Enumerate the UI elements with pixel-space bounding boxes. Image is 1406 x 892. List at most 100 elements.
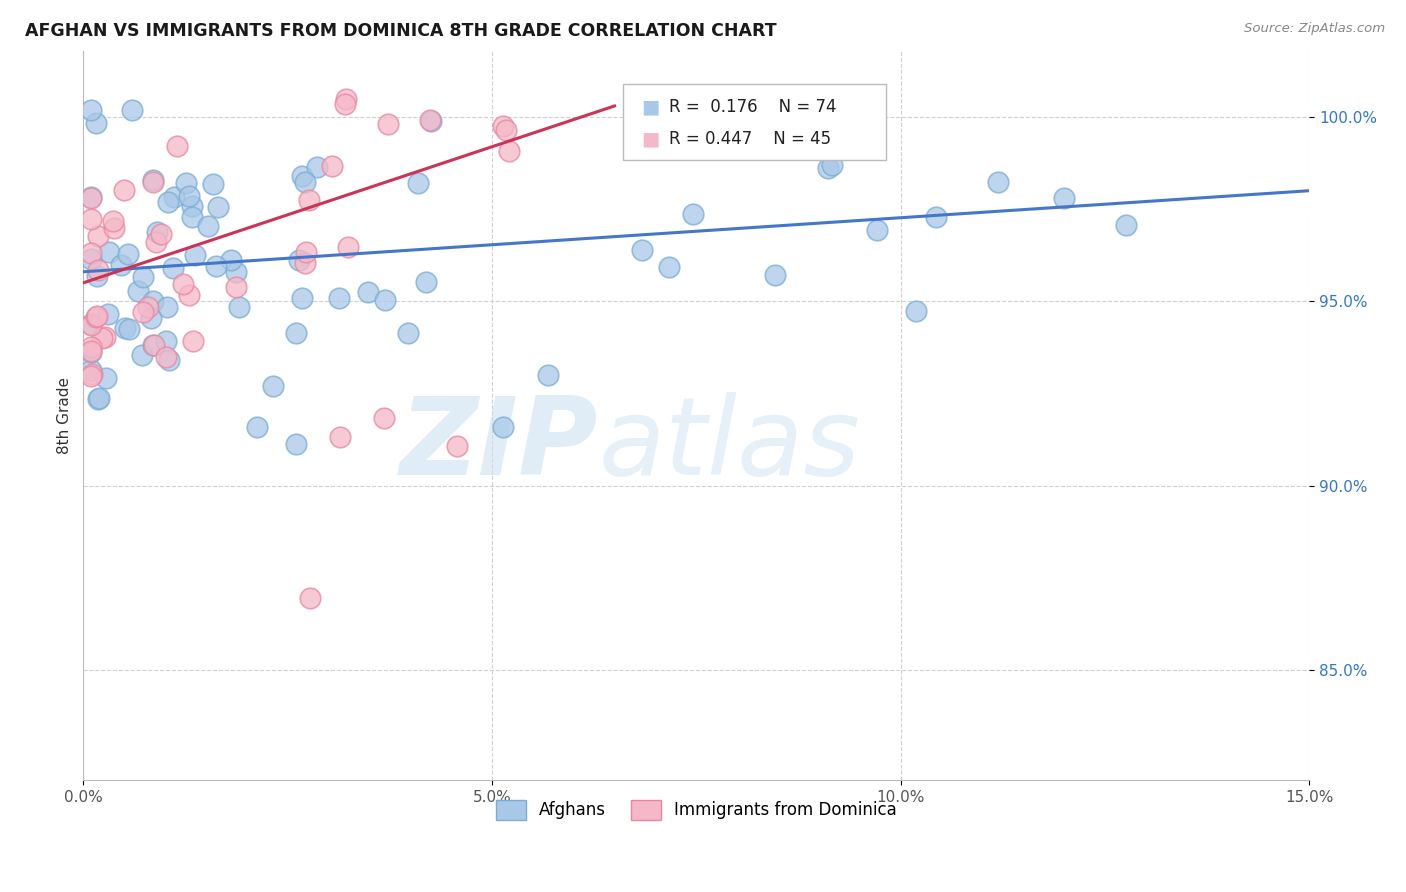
Point xyxy=(110,258,132,272)
Point xyxy=(658,260,681,274)
Point xyxy=(184,248,207,262)
Point xyxy=(321,159,343,173)
Legend: Afghans, Immigrants from Dominica: Afghans, Immigrants from Dominica xyxy=(489,793,904,827)
Point xyxy=(117,246,139,260)
Point xyxy=(142,338,165,352)
Point xyxy=(374,293,396,307)
FancyBboxPatch shape xyxy=(623,84,886,161)
Point xyxy=(131,348,153,362)
Point xyxy=(127,284,149,298)
Point xyxy=(114,321,136,335)
Point xyxy=(495,122,517,136)
Point xyxy=(98,245,121,260)
Point xyxy=(142,173,165,187)
Point xyxy=(228,300,250,314)
Point xyxy=(357,285,380,299)
Point xyxy=(904,304,927,318)
Point xyxy=(156,300,179,314)
Point xyxy=(197,219,219,234)
Point xyxy=(84,310,107,325)
Point xyxy=(284,437,307,451)
Point xyxy=(90,331,112,345)
Point xyxy=(136,301,159,315)
Point xyxy=(155,350,177,364)
Point xyxy=(262,379,284,393)
Point xyxy=(763,268,786,282)
Point xyxy=(82,367,104,381)
Point xyxy=(335,92,357,106)
Point xyxy=(162,260,184,275)
Point xyxy=(205,259,228,273)
Point xyxy=(377,117,399,131)
Point xyxy=(817,161,839,176)
Point xyxy=(174,176,197,190)
Point xyxy=(225,280,247,294)
Point xyxy=(329,430,352,444)
Point xyxy=(419,113,441,128)
Point xyxy=(492,419,515,434)
Point xyxy=(80,345,103,359)
Text: R = 0.447    N = 45: R = 0.447 N = 45 xyxy=(669,130,831,148)
Point xyxy=(84,116,107,130)
Point xyxy=(145,235,167,249)
Point xyxy=(295,245,318,260)
Point xyxy=(114,183,136,197)
Point xyxy=(142,337,165,351)
Point xyxy=(207,200,229,214)
Point xyxy=(149,227,172,241)
Point xyxy=(987,176,1010,190)
Point xyxy=(246,420,269,434)
Point xyxy=(396,326,419,341)
Y-axis label: 8th Grade: 8th Grade xyxy=(58,377,72,454)
Point xyxy=(446,439,468,453)
Point xyxy=(80,211,103,226)
Point xyxy=(103,221,125,235)
Point xyxy=(537,368,560,382)
Point xyxy=(80,318,103,333)
Point xyxy=(631,244,654,258)
Point xyxy=(181,334,204,349)
Point xyxy=(225,265,247,279)
Point xyxy=(821,158,844,172)
Point xyxy=(117,322,139,336)
Point xyxy=(141,293,163,308)
Point xyxy=(406,177,429,191)
Point xyxy=(80,317,103,331)
Point xyxy=(290,291,312,305)
Point xyxy=(415,275,437,289)
Point xyxy=(87,392,110,406)
Point xyxy=(80,252,103,266)
Point xyxy=(80,191,103,205)
Text: AFGHAN VS IMMIGRANTS FROM DOMINICA 8TH GRADE CORRELATION CHART: AFGHAN VS IMMIGRANTS FROM DOMINICA 8TH G… xyxy=(25,22,778,40)
Point xyxy=(288,253,311,268)
Point xyxy=(89,391,111,405)
Point xyxy=(86,309,108,323)
Text: ■: ■ xyxy=(641,97,659,116)
Point xyxy=(682,206,704,220)
Point xyxy=(294,256,316,270)
Point xyxy=(373,411,395,425)
Point xyxy=(181,210,204,224)
Point xyxy=(80,103,103,117)
Point xyxy=(87,263,110,277)
Point xyxy=(132,304,155,318)
Point xyxy=(97,307,120,321)
Point xyxy=(146,225,169,239)
Text: ZIP: ZIP xyxy=(399,392,598,498)
Point xyxy=(498,144,520,158)
Point xyxy=(177,189,200,203)
Point xyxy=(157,194,180,209)
Point xyxy=(166,138,188,153)
Point xyxy=(80,369,103,384)
Point xyxy=(80,343,103,358)
Text: atlas: atlas xyxy=(598,392,860,497)
Point xyxy=(172,277,194,291)
Point xyxy=(139,310,162,325)
Point xyxy=(96,371,118,385)
Point xyxy=(86,269,108,284)
Point xyxy=(80,363,103,377)
Point xyxy=(924,210,946,224)
Point xyxy=(142,175,165,189)
Point xyxy=(80,340,103,354)
Point xyxy=(157,353,180,368)
